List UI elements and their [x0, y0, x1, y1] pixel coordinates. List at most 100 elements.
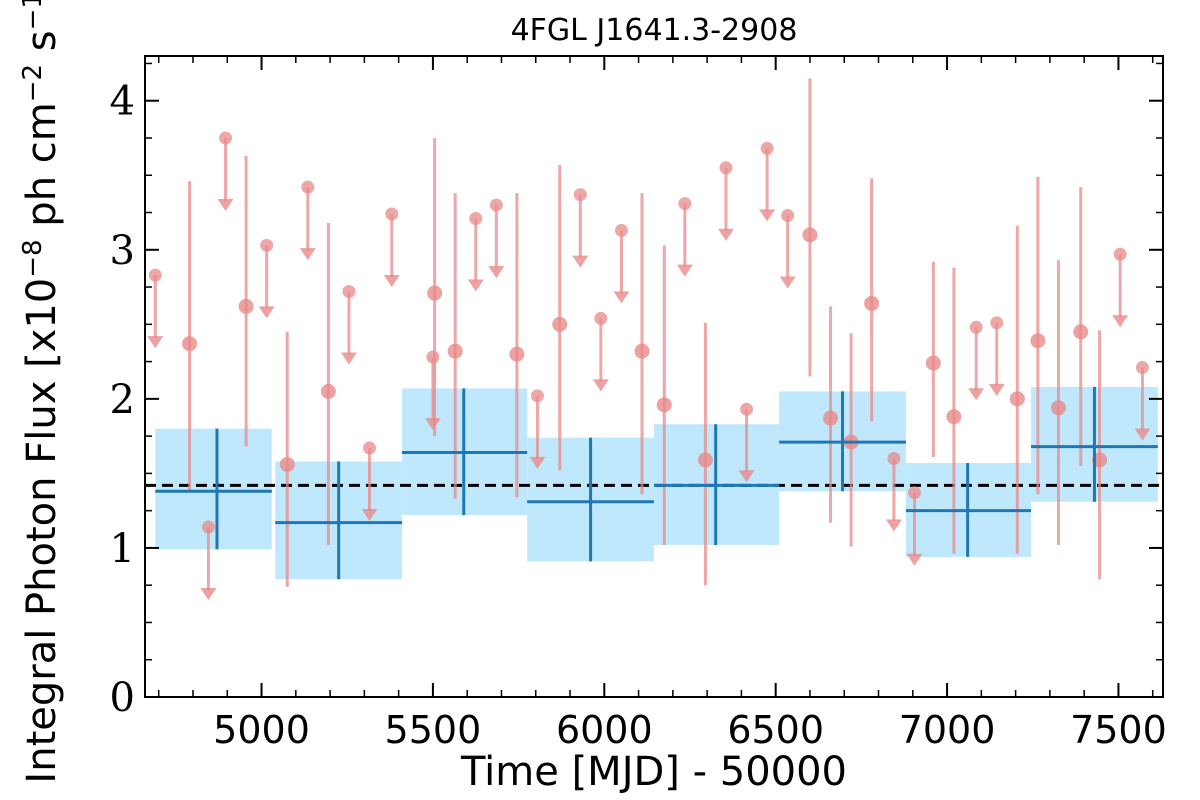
- upper-limit-marker: [1135, 361, 1149, 375]
- upper-limit-arrowhead: [572, 255, 589, 268]
- upper-limit-marker: [301, 180, 315, 194]
- upper-limit-marker: [678, 197, 692, 211]
- x-tick-label: 7000: [899, 708, 996, 752]
- detection-point: [182, 336, 198, 352]
- upper-limit-arrowhead: [361, 509, 378, 522]
- upper-limit-marker: [573, 188, 587, 202]
- upper-limit-marker: [1113, 247, 1127, 261]
- detection-point: [656, 397, 672, 413]
- upper-limit-arrowhead: [1134, 428, 1151, 441]
- upper-limit-arrowhead: [759, 209, 776, 222]
- upper-limit-marker: [907, 486, 921, 500]
- y-tick-label: 2: [110, 377, 135, 423]
- x-tick-label: 7500: [1070, 708, 1167, 752]
- upper-limit-marker: [489, 198, 503, 212]
- y-tick-label: 3: [110, 228, 135, 274]
- upper-limit-arrowhead: [592, 379, 609, 392]
- detection-point: [447, 343, 463, 359]
- y-tick-label: 1: [110, 526, 135, 572]
- long-bin-box: [155, 428, 272, 550]
- y-axis-label-mid2: s: [19, 30, 65, 64]
- upper-limit-marker: [530, 389, 544, 403]
- detection-point: [946, 409, 962, 425]
- upper-limit-arrowhead: [779, 276, 796, 289]
- upper-limit-marker: [219, 131, 233, 145]
- upper-limit-arrowhead: [906, 553, 923, 566]
- y-axis-label-exp3: −1: [18, 0, 48, 30]
- tick-marks: [145, 56, 1163, 698]
- detection-point: [427, 285, 443, 301]
- upper-limit-arrowhead: [968, 388, 985, 401]
- upper-limit-marker: [201, 520, 215, 534]
- upper-limit-arrowhead: [717, 228, 734, 241]
- detection-point: [1009, 391, 1025, 407]
- upper-limit-arrowhead: [529, 456, 546, 469]
- upper-limit-marker: [469, 211, 483, 225]
- upper-limit-marker: [760, 141, 774, 155]
- chart-title: 4FGL J1641.3-2908: [511, 13, 798, 48]
- detection-point: [1030, 333, 1046, 349]
- y-axis-label-exp2: −2: [18, 64, 48, 102]
- upper-limit-arrowhead: [613, 291, 630, 304]
- detection-point: [823, 410, 839, 426]
- x-tick-label: 6500: [727, 708, 824, 752]
- long-bin-markers: [155, 386, 1158, 580]
- upper-limit-arrowhead: [488, 266, 505, 279]
- upper-limit-arrowhead: [1112, 315, 1129, 328]
- detection-point: [925, 355, 941, 371]
- upper-limit-arrowhead: [467, 279, 484, 292]
- x-axis-label: Time [MJD] - 50000: [460, 749, 847, 795]
- upper-limit-marker: [342, 285, 356, 299]
- upper-limit-marker: [148, 268, 162, 282]
- upper-limit-marker: [260, 238, 274, 252]
- upper-limit-arrowhead: [217, 198, 234, 211]
- upper-limit-marker: [740, 402, 754, 416]
- upper-limit-marker: [426, 350, 440, 364]
- upper-limit-marker: [363, 441, 377, 455]
- upper-limit-marker: [969, 320, 983, 334]
- y-tick-label: 0: [110, 675, 135, 721]
- detection-point: [1050, 400, 1066, 416]
- detection-point: [634, 343, 650, 359]
- upper-limit-marker: [887, 451, 901, 465]
- x-tick-label: 6000: [556, 708, 653, 752]
- detection-point: [697, 452, 713, 468]
- y-axis-label: Integral Photon Flux [x10−8 ph cm−2 s−1]: [18, 0, 65, 784]
- upper-limit-marker: [781, 209, 795, 223]
- upper-limit-arrowhead: [988, 383, 1005, 396]
- tick-labels: 5000 5500 6000 6500 7000 7500 0 1 2 3 4: [110, 79, 1167, 752]
- detection-point: [802, 227, 818, 243]
- y-axis-label-exp1: −8: [18, 239, 48, 277]
- axes: [144, 55, 1164, 698]
- upper-limit-marker: [990, 316, 1004, 330]
- y-axis-label-mid: ph cm: [19, 102, 65, 239]
- detection-point: [279, 456, 295, 472]
- upper-limit-arrowhead: [200, 588, 217, 601]
- upper-limit-arrowhead: [424, 418, 441, 431]
- plot-frame: [144, 55, 1164, 698]
- upper-limit-arrowhead: [147, 336, 164, 349]
- upper-limit-arrowhead: [340, 352, 357, 365]
- upper-limit-marker: [719, 161, 733, 175]
- upper-limit-marker: [385, 207, 399, 221]
- detection-point: [864, 295, 880, 311]
- detection-point: [552, 316, 568, 332]
- x-tick-label: 5000: [213, 708, 310, 752]
- detection-point: [1073, 324, 1089, 340]
- upper-limit-arrowhead: [885, 519, 902, 532]
- upper-limit-arrowhead: [738, 470, 755, 483]
- x-tick-label: 5500: [385, 708, 482, 752]
- detection-point: [509, 346, 525, 362]
- upper-limit-arrowhead: [299, 248, 316, 261]
- detection-point: [238, 298, 254, 314]
- upper-limit-marker: [594, 311, 608, 325]
- upper-limit-marker: [614, 223, 628, 237]
- y-tick-label: 4: [110, 79, 135, 125]
- long-bin-boxes: [155, 386, 1158, 580]
- short-bin-points: [147, 78, 1151, 601]
- upper-limit-arrowhead: [383, 275, 400, 288]
- y-axis-label-main: Integral Photon Flux [x10: [19, 278, 65, 784]
- upper-limit-arrowhead: [258, 306, 275, 319]
- detection-point: [320, 383, 336, 399]
